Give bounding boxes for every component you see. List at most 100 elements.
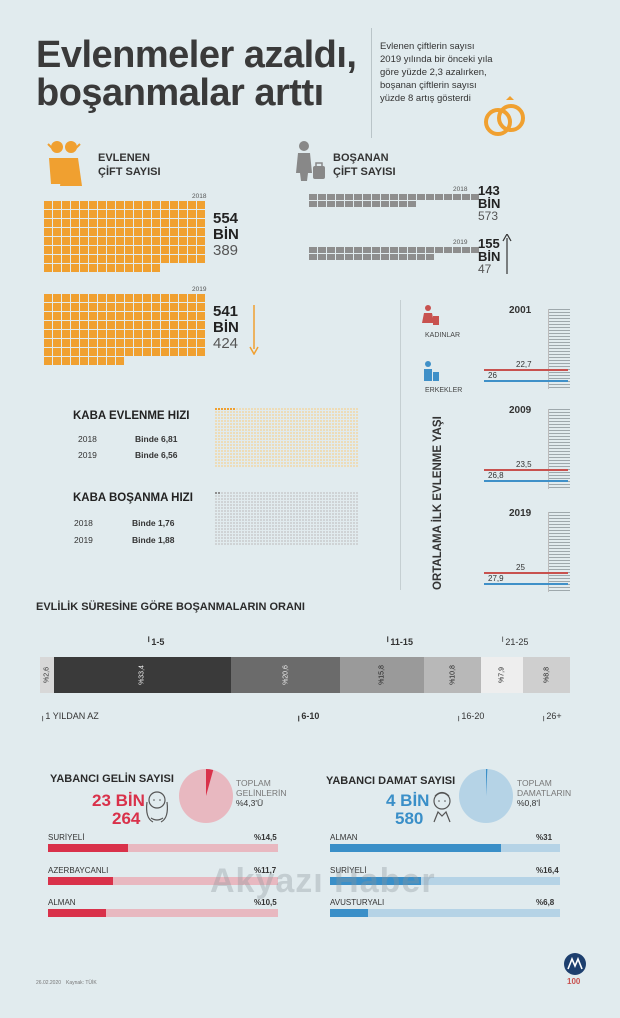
crude-marriage-2019-year: 2019 — [78, 450, 97, 460]
divorce-label-line1: BOŞANAN — [333, 152, 389, 164]
rate-dot — [317, 417, 319, 419]
rate-dot — [326, 504, 328, 506]
crude-divorce-title: KABA BOŞANMA HIZI — [73, 492, 193, 504]
rate-dot — [290, 504, 292, 506]
unit-square — [408, 194, 416, 200]
rate-dot — [302, 441, 304, 443]
rate-dot — [236, 495, 238, 497]
rate-dot — [344, 513, 346, 515]
rate-dot — [248, 510, 250, 512]
rate-dot — [218, 426, 220, 428]
unit-square — [125, 303, 133, 311]
rate-dot — [350, 459, 352, 461]
unit-square — [197, 303, 205, 311]
rate-dot — [227, 495, 229, 497]
rate-dot — [257, 543, 259, 545]
rate-dot — [311, 540, 313, 542]
rate-dot — [338, 426, 340, 428]
rate-dot — [272, 447, 274, 449]
unit-square — [143, 264, 151, 272]
rate-dot — [236, 450, 238, 452]
rate-dot — [218, 414, 220, 416]
rate-dot — [257, 408, 259, 410]
unit-square — [309, 254, 317, 260]
rate-dot — [293, 513, 295, 515]
rate-dot — [233, 510, 235, 512]
rate-dot — [245, 453, 247, 455]
unit-square — [89, 321, 97, 329]
rate-dot — [245, 507, 247, 509]
rate-dot — [335, 417, 337, 419]
rate-dot — [284, 429, 286, 431]
marriage-2019-year: 2019 — [192, 286, 207, 293]
rate-dot — [254, 447, 256, 449]
rate-dot — [308, 441, 310, 443]
rate-dot — [329, 414, 331, 416]
unit-square — [435, 247, 443, 253]
country-pct: %16,4 — [536, 866, 559, 875]
rate-dot — [284, 417, 286, 419]
rate-dot — [311, 450, 313, 452]
rate-dot — [338, 420, 340, 422]
rate-dot — [293, 429, 295, 431]
rate-dot — [254, 531, 256, 533]
rate-dot — [215, 462, 217, 464]
duration-segment-label: %20,6 — [282, 665, 290, 685]
rate-dot — [269, 495, 271, 497]
rate-dot — [302, 456, 304, 458]
unit-square — [116, 246, 124, 254]
rate-dot — [317, 504, 319, 506]
divorce-2019-big: 155 — [478, 236, 500, 251]
rate-dot — [350, 540, 352, 542]
rate-dot — [314, 492, 316, 494]
rate-dot — [341, 462, 343, 464]
rate-dot — [305, 537, 307, 539]
rate-dot — [308, 543, 310, 545]
rate-dot — [251, 456, 253, 458]
rate-dot — [281, 432, 283, 434]
country-pct: %6,8 — [536, 898, 555, 907]
rate-dot — [293, 507, 295, 509]
rate-dot — [326, 531, 328, 533]
unit-square — [327, 201, 335, 207]
unit-square — [152, 210, 160, 218]
rate-dot — [263, 414, 265, 416]
rate-dot — [323, 429, 325, 431]
unit-square — [170, 237, 178, 245]
rate-dot — [221, 513, 223, 515]
rate-dot — [284, 435, 286, 437]
rate-dot — [290, 453, 292, 455]
rate-dot — [308, 537, 310, 539]
age-year-2001: 2001 — [509, 305, 532, 316]
unit-square — [134, 330, 142, 338]
rate-dot — [284, 411, 286, 413]
unit-square — [152, 228, 160, 236]
rate-dot — [236, 426, 238, 428]
rate-dot — [290, 537, 292, 539]
rate-dot — [350, 498, 352, 500]
aa-logo-icon — [564, 953, 586, 975]
unit-square — [80, 303, 88, 311]
rate-dot — [275, 543, 277, 545]
rate-dot — [221, 543, 223, 545]
rate-dot — [299, 519, 301, 521]
rate-dot — [326, 465, 328, 467]
rate-dot — [230, 411, 232, 413]
rate-dot — [344, 531, 346, 533]
rate-dot — [350, 504, 352, 506]
rate-dot — [230, 423, 232, 425]
unit-square — [80, 228, 88, 236]
rate-dot — [338, 462, 340, 464]
rate-dot — [233, 423, 235, 425]
rate-dot — [335, 540, 337, 542]
rate-dot — [326, 417, 328, 419]
rate-dot — [326, 528, 328, 530]
rate-dot — [233, 504, 235, 506]
rate-dot — [353, 507, 355, 509]
rate-dot — [281, 429, 283, 431]
rate-dot — [227, 426, 229, 428]
legend-men: ERKEKLER — [425, 387, 463, 394]
rate-dot — [299, 432, 301, 434]
rate-dot — [344, 426, 346, 428]
rate-dot — [221, 462, 223, 464]
